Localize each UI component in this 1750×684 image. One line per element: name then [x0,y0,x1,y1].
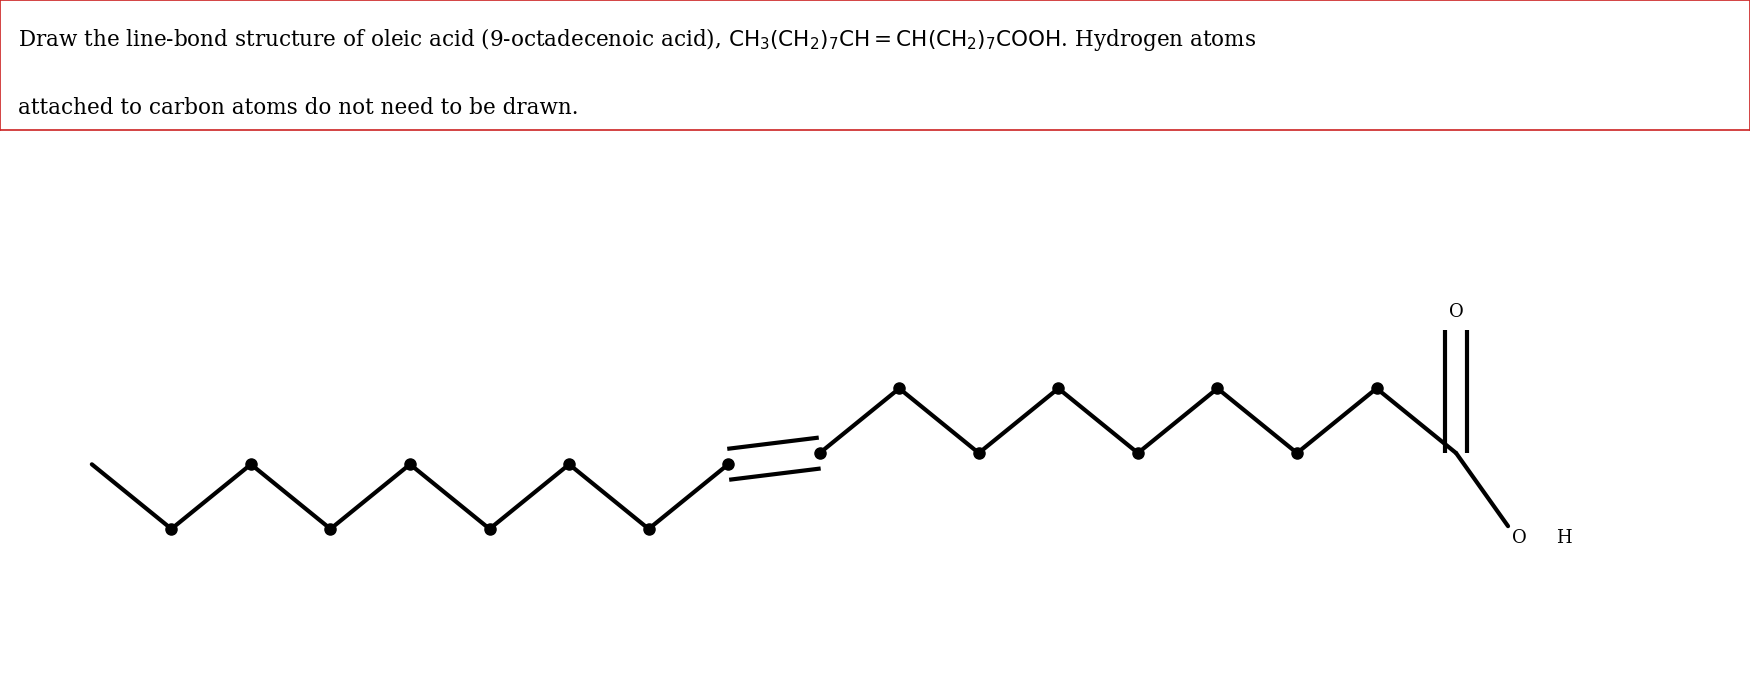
Text: Draw the line-bond structure of oleic acid (9-octadecenoic acid), $\mathsf{CH_3(: Draw the line-bond structure of oleic ac… [18,26,1256,53]
Text: O: O [1449,303,1463,321]
Text: O: O [1512,529,1526,547]
Text: H: H [1556,529,1572,547]
Text: attached to carbon atoms do not need to be drawn.: attached to carbon atoms do not need to … [18,97,578,120]
